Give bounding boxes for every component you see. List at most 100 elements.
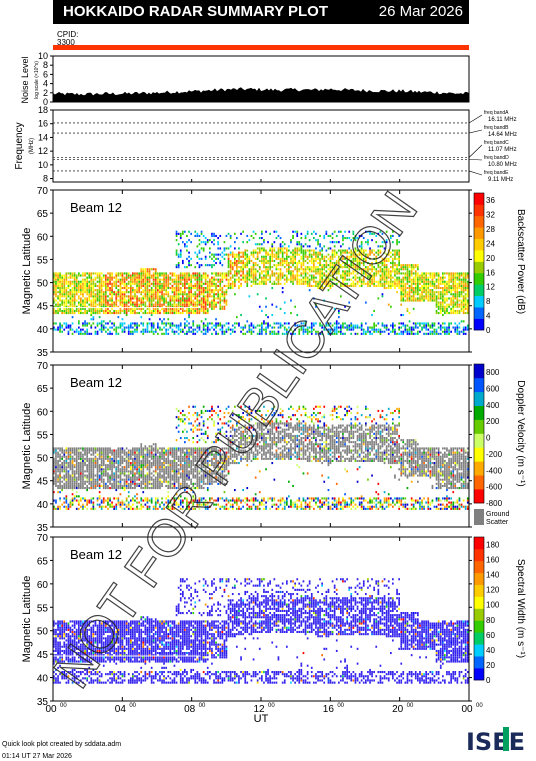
data-cell — [283, 266, 286, 269]
data-cell — [423, 297, 425, 300]
data-cell — [252, 330, 255, 333]
data-cell — [396, 272, 398, 275]
data-cell — [113, 451, 115, 454]
data-cell — [132, 303, 134, 306]
data-cell — [105, 284, 107, 287]
data-cell — [98, 482, 101, 485]
data-cell — [94, 278, 97, 281]
data-cell — [394, 270, 396, 273]
data-cell — [121, 457, 124, 460]
data-cell — [446, 332, 448, 335]
data-cell — [419, 295, 421, 298]
data-cell — [130, 293, 132, 296]
data-cell — [263, 241, 265, 244]
data-cell — [96, 449, 99, 452]
data-cell — [273, 241, 276, 244]
data-cell — [86, 455, 88, 458]
data-cell — [63, 312, 66, 315]
data-cell — [258, 328, 261, 331]
data-cell — [171, 280, 174, 283]
data-cell — [306, 284, 309, 287]
data-cell — [379, 276, 382, 279]
data-cell — [244, 332, 247, 335]
data-cell — [88, 466, 91, 469]
data-cell — [96, 478, 99, 481]
data-cell — [190, 282, 192, 285]
data-cell — [462, 295, 465, 298]
data-cell — [63, 505, 66, 508]
data-cell — [219, 322, 222, 325]
data-cell — [100, 303, 103, 306]
data-cell — [146, 268, 149, 271]
data-cell — [190, 276, 192, 279]
data-cell — [294, 305, 296, 308]
data-cell — [244, 276, 247, 279]
data-cell — [404, 268, 407, 271]
data-cell — [256, 332, 259, 335]
data-cell — [302, 270, 305, 273]
data-cell — [344, 262, 346, 265]
data-cell — [223, 291, 226, 294]
data-cell — [130, 466, 132, 469]
data-cell — [125, 274, 128, 277]
data-cell — [448, 284, 450, 287]
data-cell — [313, 249, 315, 252]
data-cell — [315, 268, 317, 271]
data-cell — [304, 249, 307, 252]
data-cell — [202, 328, 205, 331]
data-cell — [254, 243, 257, 246]
data-cell — [431, 276, 434, 279]
data-cell — [329, 332, 332, 335]
data-cell — [362, 270, 365, 273]
data-cell — [419, 278, 421, 281]
data-cell — [67, 326, 70, 329]
data-cell — [192, 324, 195, 327]
data-cell — [98, 447, 101, 450]
data-cell — [177, 262, 180, 265]
data-cell — [90, 301, 93, 304]
data-cell — [319, 234, 321, 237]
data-cell — [256, 253, 259, 256]
data-cell — [215, 293, 217, 296]
data-cell — [358, 326, 361, 329]
data-cell — [184, 243, 186, 246]
data-cell — [450, 272, 452, 275]
data-cell — [448, 326, 450, 329]
data-cell — [373, 249, 375, 252]
data-cell — [304, 320, 307, 323]
data-cell — [387, 270, 390, 273]
data-cell — [300, 232, 303, 235]
data-cell — [227, 257, 230, 260]
data-cell — [356, 249, 359, 252]
data-cell — [138, 305, 140, 308]
data-cell — [261, 326, 263, 329]
data-cell — [188, 330, 190, 333]
data-cell — [410, 328, 413, 331]
data-cell — [96, 274, 99, 277]
data-cell — [342, 270, 344, 273]
data-cell — [379, 249, 382, 252]
data-cell — [271, 332, 274, 335]
data-cell — [254, 326, 257, 329]
data-cell — [117, 332, 120, 335]
data-cell — [123, 449, 126, 452]
data-cell — [177, 264, 180, 267]
data-cell — [65, 451, 68, 454]
data-cell — [394, 287, 396, 290]
data-cell — [244, 324, 247, 327]
data-cell — [86, 284, 88, 287]
colorbar-segment — [474, 272, 484, 285]
data-cell — [86, 280, 88, 283]
data-cell — [113, 455, 115, 458]
data-cell — [454, 276, 457, 279]
data-cell — [319, 322, 321, 325]
data-cell — [209, 284, 211, 287]
data-cell — [188, 326, 190, 329]
data-cell — [414, 322, 417, 325]
data-cell — [92, 297, 95, 300]
data-cell — [123, 503, 126, 506]
data-cell — [338, 316, 340, 319]
data-cell — [452, 297, 455, 300]
noise-trace — [52, 87, 470, 103]
data-cell — [431, 289, 434, 292]
